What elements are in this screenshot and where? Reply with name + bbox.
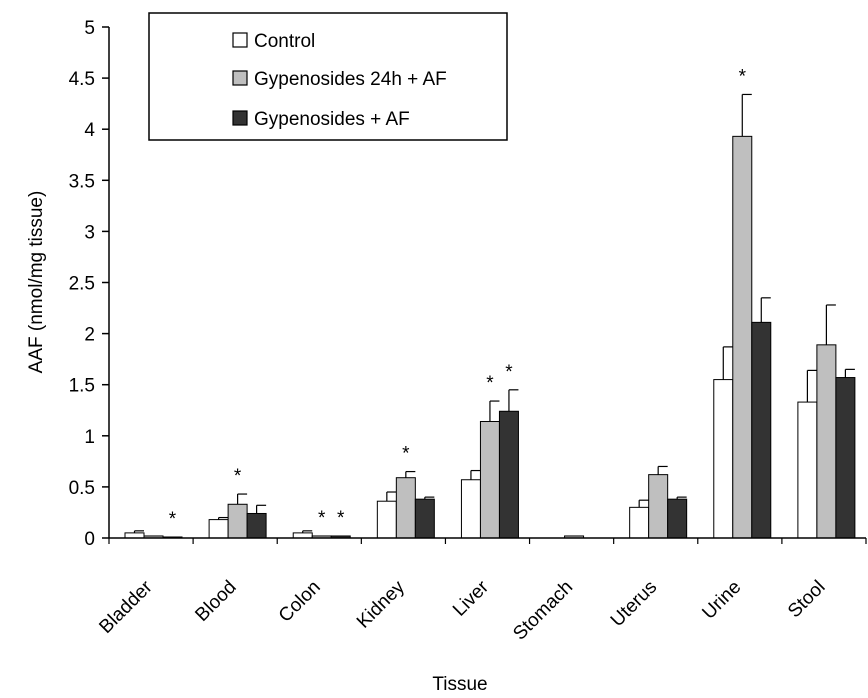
y-tick-label: 0.5 xyxy=(69,478,95,499)
legend-box xyxy=(148,12,508,141)
bar xyxy=(797,401,818,539)
bar xyxy=(629,506,650,539)
x-tick-labels: Bladder Blood Colon Kidney Liver Stomach Uteru… xyxy=(95,576,829,644)
bar xyxy=(479,420,500,539)
significance-markers: * * * * * * * * xyxy=(169,66,747,530)
significance-star: * xyxy=(402,444,410,465)
significance-star: * xyxy=(505,362,513,383)
significance-star: * xyxy=(739,66,747,87)
bar xyxy=(498,410,519,539)
bar xyxy=(208,519,229,539)
bar xyxy=(376,500,397,539)
significance-star: * xyxy=(318,508,326,529)
significance-star: * xyxy=(486,373,494,394)
x-tick-label: Bladder xyxy=(95,576,157,638)
bar xyxy=(732,135,753,539)
bar xyxy=(292,532,313,539)
x-tick-label: Stool xyxy=(784,577,829,622)
legend: Control Gypenosides 24h + AF Gypenosides… xyxy=(148,12,508,141)
x-axis-title: Tissue xyxy=(432,674,487,695)
bar xyxy=(713,379,734,539)
x-tick-label: Kidney xyxy=(353,576,409,632)
bar xyxy=(460,479,481,539)
y-tick-label: 0 xyxy=(84,529,95,550)
bar xyxy=(667,498,688,539)
legend-swatch-gypenosides-24h-af xyxy=(232,70,248,86)
significance-star: * xyxy=(337,508,345,529)
legend-item-control: Control xyxy=(232,31,315,52)
bar xyxy=(751,321,772,539)
x-tick-label: Liver xyxy=(449,576,493,620)
y-tick-label: 4.5 xyxy=(69,69,95,90)
y-tick-label: 2.5 xyxy=(69,274,95,295)
bar xyxy=(124,532,145,539)
x-tick-label: Colon xyxy=(275,577,325,627)
legend-label-gypenosides-af: Gypenosides + AF xyxy=(254,109,410,130)
y-axis-title: AAF (nmol/mg tissue) xyxy=(26,191,47,374)
y-tick-label: 2 xyxy=(84,325,95,346)
y-tick-label: 4 xyxy=(84,120,95,141)
bar xyxy=(395,477,416,539)
bar xyxy=(227,503,248,539)
axes xyxy=(102,26,867,544)
bar xyxy=(816,344,837,539)
bar xyxy=(246,512,267,539)
x-tick-label: Urine xyxy=(698,577,745,624)
bar xyxy=(414,498,435,539)
y-tick-label: 3.5 xyxy=(69,171,95,192)
y-tick-label: 3 xyxy=(84,222,95,243)
bar xyxy=(835,377,856,539)
legend-swatch-control xyxy=(232,32,248,48)
legend-swatch-gypenosides-af xyxy=(232,110,248,126)
legend-item-gypenosides-af: Gypenosides + AF xyxy=(232,109,410,130)
significance-star: * xyxy=(169,509,177,530)
significance-star: * xyxy=(234,466,242,487)
bars xyxy=(124,93,856,539)
y-tick-label: 1.5 xyxy=(69,376,95,397)
x-tick-label: Uterus xyxy=(607,577,661,631)
bar xyxy=(648,474,669,539)
legend-item-gypenosides-24h-af: Gypenosides 24h + AF xyxy=(232,69,447,90)
x-tick-label: Blood xyxy=(191,577,240,626)
x-tick-label: Stomach xyxy=(509,577,577,645)
y-tick-label: 1 xyxy=(84,427,95,448)
y-tick-labels: 0 0.5 1 1.5 2 2.5 3 3.5 4 4.5 5 xyxy=(69,18,96,550)
y-tick-label: 5 xyxy=(84,18,95,39)
legend-label-gypenosides-24h-af: Gypenosides 24h + AF xyxy=(254,69,447,90)
legend-label-control: Control xyxy=(254,31,315,52)
